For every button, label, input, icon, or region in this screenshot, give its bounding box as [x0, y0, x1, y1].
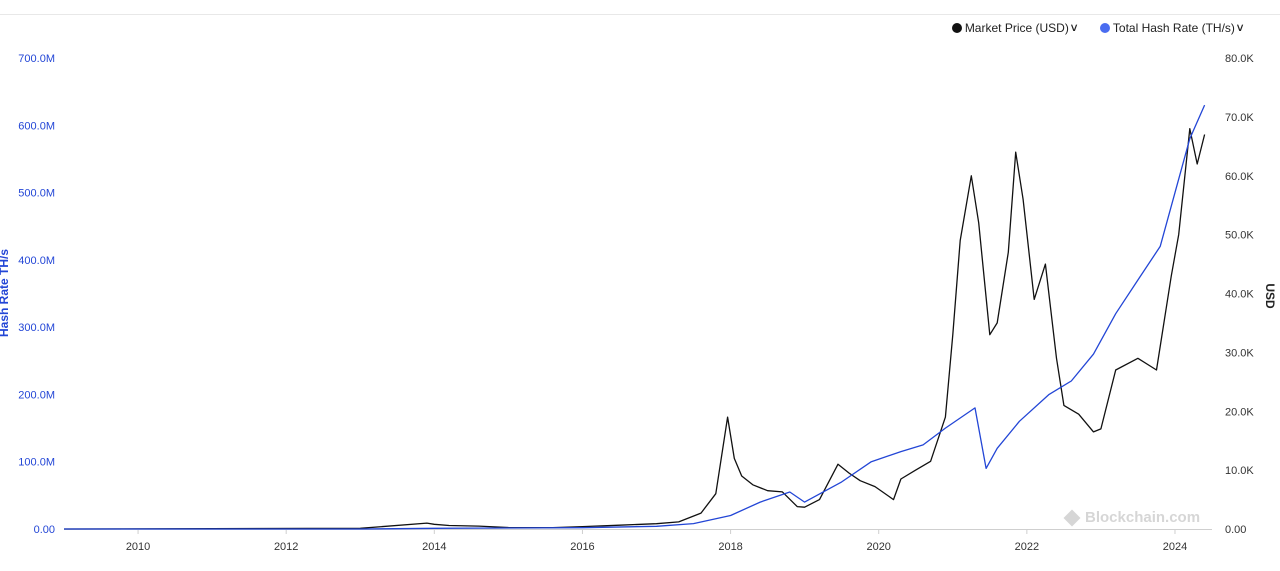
- legend-dot-hash-rate: [1099, 23, 1110, 33]
- legend-dot-market-price: [951, 23, 962, 33]
- legend-label-hash-rate: Total Hash Rate (TH/s): [1112, 21, 1235, 35]
- y-left-tick-label: 600.0M: [18, 120, 55, 132]
- chevron-down-icon[interactable]: ∨: [1069, 21, 1079, 34]
- y-left-tick-label: 400.0M: [18, 255, 55, 267]
- y-left-tick-label: 500.0M: [18, 188, 55, 200]
- legend-item-hash-rate[interactable]: Total Hash Rate (TH/s) ∨: [1099, 21, 1245, 35]
- watermark: Blockchain.com: [1063, 509, 1201, 526]
- x-tick-label: 2010: [126, 541, 150, 553]
- legend-label-market-price: Market Price (USD): [964, 21, 1069, 35]
- x-tick-label: 2020: [866, 541, 890, 553]
- x-tick-label: 2024: [1163, 541, 1187, 553]
- y-left-tick-label: 700.0M: [18, 53, 55, 65]
- x-tick-label: 2018: [718, 541, 742, 553]
- watermark-text: Blockchain.com: [1085, 509, 1201, 526]
- x-tick-label: 2012: [274, 541, 298, 553]
- y-right-tick-label: 40.0K: [1225, 289, 1254, 301]
- y-right-tick-label: 20.0K: [1225, 406, 1254, 418]
- y-right-tick-label: 30.0K: [1225, 347, 1254, 359]
- y-left-tick-label: 200.0M: [18, 389, 55, 401]
- y-right-tick-label: 80.0K: [1225, 53, 1254, 65]
- y-right-tick-label: 10.0K: [1225, 465, 1254, 477]
- y-right-tick-label: 50.0K: [1225, 230, 1254, 242]
- y-right-tick-label: 70.0K: [1225, 112, 1254, 124]
- blockchain-logo-icon: [1063, 509, 1081, 526]
- y-right-tick-label: 0.00: [1225, 524, 1246, 536]
- y-left-tick-label: 100.0M: [18, 457, 55, 469]
- y-left-axis-title: Hash Rate TH/s: [0, 249, 11, 337]
- x-tick-label: 2014: [422, 541, 446, 553]
- legend-item-market-price[interactable]: Market Price (USD) ∨: [951, 21, 1079, 35]
- series-line-market-price: [63, 128, 1206, 530]
- top-divider: [0, 14, 1280, 15]
- y-right-axis-title: USD: [1263, 283, 1277, 309]
- y-left-tick-label: 300.0M: [18, 322, 55, 334]
- x-tick-label: 2016: [570, 541, 594, 553]
- chevron-down-icon[interactable]: ∨: [1235, 21, 1245, 34]
- chart-legend: Market Price (USD) ∨ Total Hash Rate (TH…: [951, 21, 1245, 35]
- x-tick-label: 2022: [1015, 541, 1039, 553]
- y-left-tick-label: 0.00: [34, 524, 55, 536]
- y-right-tick-label: 60.0K: [1225, 171, 1254, 183]
- series-line-hash-rate: [64, 104, 1206, 530]
